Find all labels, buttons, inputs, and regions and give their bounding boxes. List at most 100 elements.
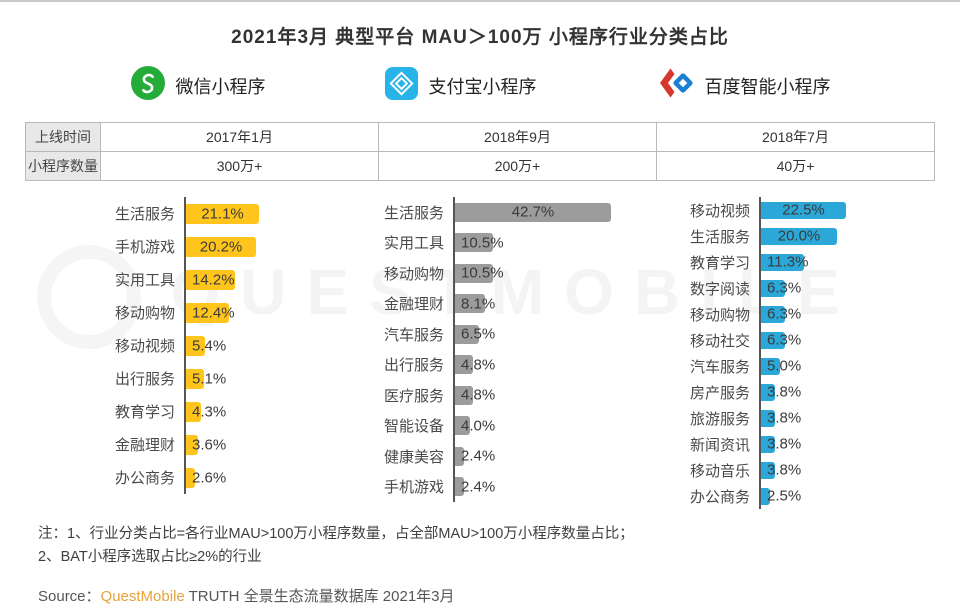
- category-label: 办公商务: [114, 470, 175, 487]
- category-label: 智能设备: [383, 418, 444, 436]
- bar: [761, 357, 780, 375]
- note-line-1: 注：1、行业分类占比=各行业MAU>100万小程序数量，占全部MAU>100万小…: [38, 526, 634, 542]
- chart-row: 手机游戏 2.4%: [359, 471, 641, 502]
- source-suffix: TRUTH 全景生态流量数据库 2021年3月: [184, 588, 455, 605]
- chart-alipay: 生活服务 42.7% 实用工具 10.5% 移动购物 10.5% 金融理财 8.1% 汽车服务 6…: [359, 197, 641, 509]
- value-label: 3.8%: [767, 383, 802, 401]
- bar: [761, 435, 775, 453]
- chart-row: 新闻资讯 3.8%: [653, 431, 935, 457]
- bar: [761, 201, 846, 219]
- bar-track: 8.1%: [453, 288, 641, 319]
- bar: [186, 236, 256, 257]
- bar-track: 10.5%: [453, 227, 641, 258]
- value-label: 3.8%: [767, 435, 802, 453]
- bar-track: 21.1%: [184, 197, 347, 230]
- bar-track: 4.3%: [184, 395, 347, 428]
- bar: [186, 401, 201, 422]
- chart-row: 移动视频 5.4%: [95, 329, 347, 362]
- bar-track: 2.5%: [759, 483, 935, 509]
- page-title: 2021年3月 典型平台 MAU＞100万 小程序行业分类占比: [231, 27, 729, 48]
- value-label: 42.7%: [511, 203, 555, 221]
- value-label: 5.4%: [192, 337, 227, 354]
- chart-row: 移动购物 10.5%: [359, 258, 641, 289]
- value-label: 3.8%: [767, 461, 802, 479]
- bar: [761, 461, 775, 479]
- wechat-count: 300万+: [100, 151, 379, 181]
- value-label: 4.3%: [192, 403, 227, 420]
- bar: [455, 477, 464, 497]
- platform-info-table: 上线时间 2017年1月 2018年9月 2018年7月 小程序数量 300万+…: [25, 122, 935, 181]
- bar: [186, 335, 205, 356]
- bar-track: 3.8%: [759, 379, 935, 405]
- bar: [761, 331, 785, 349]
- chart-row: 医疗服务 4.8%: [359, 380, 641, 411]
- bar-track: 2.4%: [453, 441, 641, 472]
- row-header-launch-date: 上线时间: [25, 122, 101, 152]
- bar-track: 3.6%: [184, 428, 347, 461]
- source-line: Source：QuestMobile TRUTH 全景生态流量数据库 2021年…: [38, 585, 935, 606]
- value-label: 22.5%: [782, 201, 825, 219]
- wechat-launch-date: 2017年1月: [100, 122, 379, 152]
- bar-track: 6.3%: [759, 301, 935, 327]
- note-line-2: 2、BAT小程序选取占比≥2%的行业: [38, 549, 262, 565]
- bar-track: 22.5%: [759, 197, 935, 223]
- bar: [761, 279, 785, 297]
- value-label: 10.5%: [461, 234, 504, 252]
- value-label: 5.1%: [192, 370, 227, 387]
- category-label: 生活服务: [114, 206, 175, 223]
- value-label: 4.0%: [461, 417, 496, 435]
- bar: [761, 253, 804, 271]
- chart-row: 汽车服务 6.5%: [359, 319, 641, 350]
- charts-area: QUESTMOBILE 生活服务 21.1% 手机游戏 20.2% 实用工具 14.2% 移…: [37, 197, 935, 509]
- value-label: 3.6%: [192, 436, 227, 453]
- chart-row: 汽车服务 5.0%: [653, 353, 935, 379]
- platform-name: 百度智能小程序: [704, 76, 831, 97]
- category-label: 移动社交: [689, 332, 750, 350]
- bar-track: 4.0%: [453, 410, 641, 441]
- bar-track: 2.4%: [453, 471, 641, 502]
- category-label: 教育学习: [114, 404, 175, 421]
- chart-row: 智能设备 4.0%: [359, 410, 641, 441]
- platform-legend: 微信小程序 支付宝小程序: [0, 65, 960, 106]
- bar-track: 42.7%: [453, 197, 641, 228]
- bar-track: 20.2%: [184, 230, 347, 263]
- bar: [455, 416, 470, 436]
- bar: [761, 305, 785, 323]
- bar-track: 3.8%: [759, 457, 935, 483]
- value-label: 21.1%: [201, 205, 244, 222]
- legend-alipay: 支付宝小程序: [384, 66, 537, 106]
- value-label: 6.5%: [461, 325, 496, 343]
- chart-row: 金融理财 3.6%: [95, 428, 347, 461]
- chart-row: 移动视频 22.5%: [653, 197, 935, 223]
- footnotes: 注：1、行业分类占比=各行业MAU>100万小程序数量，占全部MAU>100万小…: [38, 523, 935, 569]
- category-label: 移动音乐: [689, 462, 750, 480]
- baidu-smartprogram-icon: [655, 65, 695, 106]
- category-label: 健康美容: [383, 448, 444, 466]
- bar: [455, 233, 493, 253]
- value-label: 20.0%: [777, 227, 821, 245]
- chart-row: 旅游服务 3.8%: [653, 405, 935, 431]
- value-label: 2.5%: [767, 487, 802, 505]
- value-label: 5.0%: [767, 357, 802, 375]
- chart-row: 房产服务 3.8%: [653, 379, 935, 405]
- chart-row: 健康美容 2.4%: [359, 441, 641, 472]
- category-label: 实用工具: [383, 235, 444, 253]
- category-label: 移动购物: [383, 265, 444, 283]
- bar: [455, 446, 464, 466]
- platform-name: 支付宝小程序: [428, 76, 537, 97]
- value-label: 2.4%: [461, 478, 496, 496]
- category-label: 教育学习: [689, 254, 750, 272]
- bar: [186, 467, 195, 488]
- bar: [761, 383, 775, 401]
- alipay-launch-date: 2018年9月: [378, 122, 657, 152]
- category-label: 生活服务: [383, 204, 444, 222]
- value-label: 11.3%: [767, 253, 809, 271]
- bar-track: 5.4%: [184, 329, 347, 362]
- chart-row: 数字阅读 6.3%: [653, 275, 935, 301]
- bar-track: 10.5%: [453, 258, 641, 289]
- chart-row: 实用工具 14.2%: [95, 263, 347, 296]
- chart-row: 移动音乐 3.8%: [653, 457, 935, 483]
- category-label: 旅游服务: [689, 410, 750, 428]
- bar-track: 6.5%: [453, 319, 641, 350]
- chart-row: 生活服务 21.1%: [95, 197, 347, 230]
